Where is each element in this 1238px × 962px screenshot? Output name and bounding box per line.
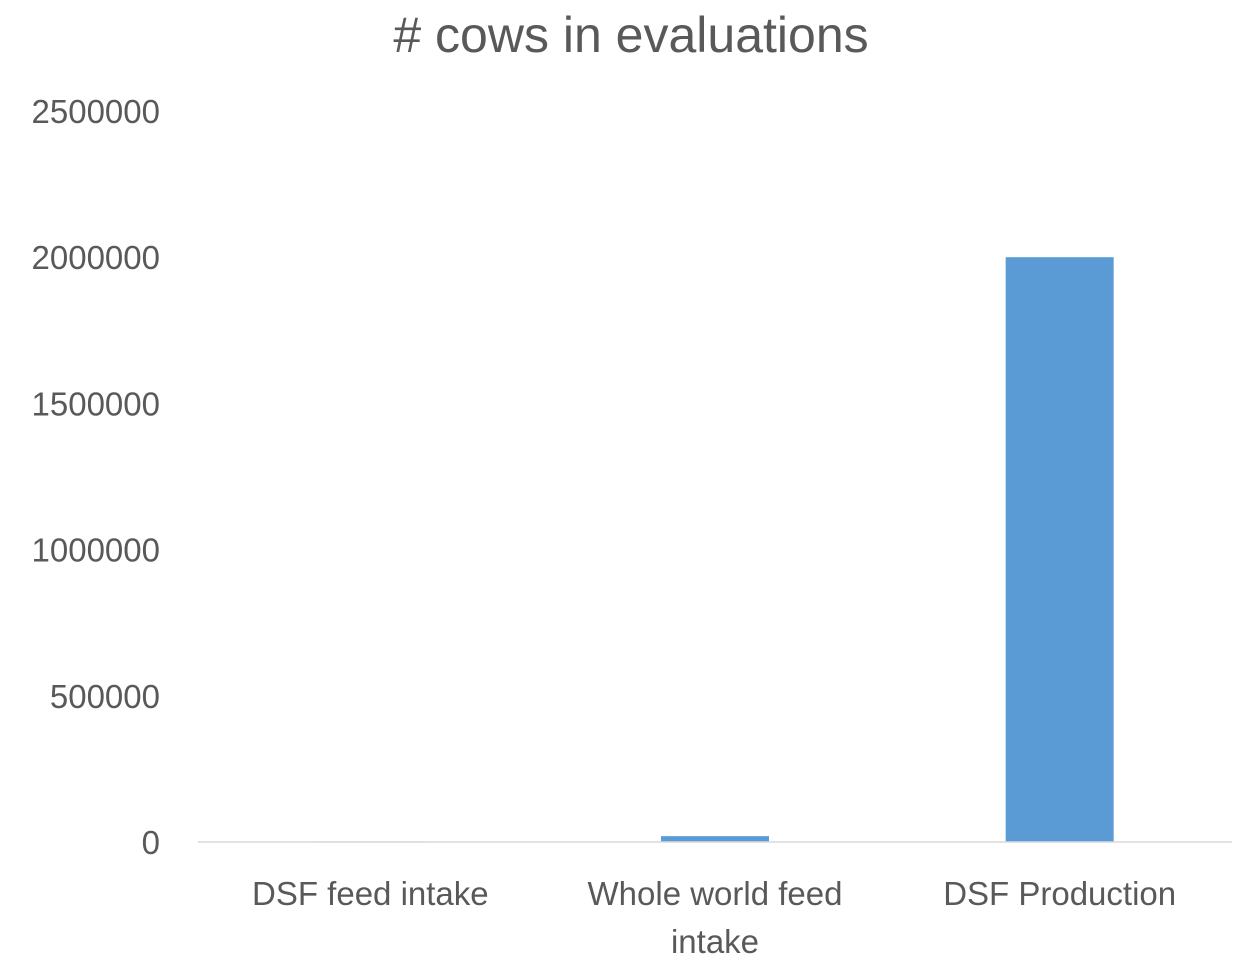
- x-axis-labels: DSF feed intake Whole world feed intake DSF…: [252, 875, 1176, 960]
- x-category-label: DSF feed intake: [252, 875, 489, 912]
- x-category-label-line: intake: [671, 923, 759, 957]
- y-tick-label: 1000000: [32, 532, 160, 569]
- y-tick-label: 2500000: [32, 93, 160, 130]
- x-category-label: Whole world feed intake: [588, 875, 843, 957]
- bar: [1005, 257, 1114, 842]
- bar: [661, 836, 769, 842]
- chart-title: # cows in evaluations: [393, 7, 868, 63]
- x-category-label-line: Whole world feed: [588, 875, 843, 912]
- y-tick-label: 0: [142, 824, 160, 861]
- x-category-label-line: DSF Production: [943, 875, 1176, 912]
- y-tick-label: 500000: [50, 678, 160, 715]
- x-category-label-line: DSF feed intake: [252, 875, 489, 912]
- bars: [316, 257, 1114, 842]
- y-axis-ticks: 0 500000 1000000 1500000 2000000 2500000: [32, 93, 160, 861]
- y-tick-label: 2000000: [32, 239, 160, 276]
- y-tick-label: 1500000: [32, 385, 160, 422]
- x-category-label: DSF Production: [943, 875, 1176, 912]
